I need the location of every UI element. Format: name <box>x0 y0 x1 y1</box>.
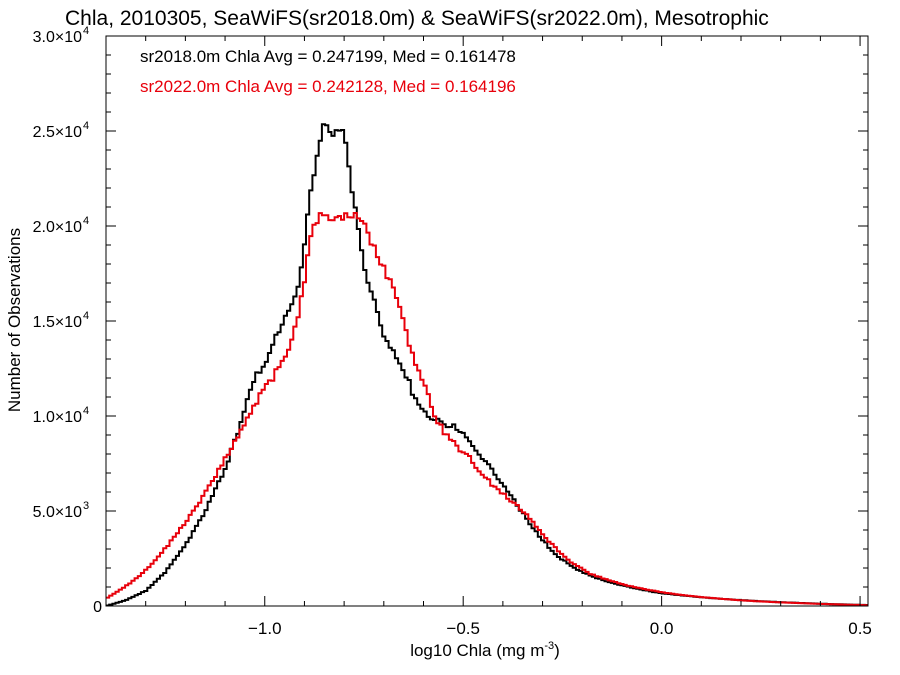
y-tick-label-exponent: 4 <box>83 215 89 227</box>
y-tick-label: 2.0×10 <box>33 219 82 236</box>
y-tick-label-exponent: 4 <box>83 25 89 37</box>
x-tick-label: 0.0 <box>650 619 674 638</box>
x-axis-label: log10 Chla (mg m-3) <box>410 640 560 660</box>
x-axis-label-end: ) <box>554 641 560 660</box>
y-tick-label: 2.5×10 <box>33 124 82 141</box>
y-tick-label-exponent: 4 <box>83 310 89 322</box>
series-layer <box>106 123 868 607</box>
y-axis: 05.0×10 31.0×10 41.5×10 42.0×10 42.5×10 43.0×… <box>33 25 868 616</box>
x-tick-label: −0.5 <box>446 619 480 638</box>
x-axis: −1.0 −0.5 0.0 0.5 <box>145 36 872 638</box>
legend-annotation-sr2018: sr2018.0m Chla Avg = 0.247199, Med = 0.1… <box>140 47 516 66</box>
plot-frame <box>105 35 869 607</box>
series-line-2 <box>106 212 868 607</box>
x-tick-label: −1.0 <box>248 619 282 638</box>
series-line-1 <box>106 123 868 607</box>
y-tick-label-exponent: 4 <box>83 405 89 417</box>
y-tick-label-exponent: 3 <box>83 500 89 512</box>
legend-annotation-sr2022: sr2022.0m Chla Avg = 0.242128, Med = 0.1… <box>140 77 516 96</box>
y-tick-label: 5.0×10 <box>33 504 82 521</box>
y-tick-label: 3.0×10 <box>33 29 82 46</box>
y-tick-label-exponent: 4 <box>83 120 89 132</box>
chart-title: Chla, 2010305, SeaWiFS(sr2018.0m) & SeaW… <box>65 7 769 30</box>
x-tick-label: 0.5 <box>848 619 872 638</box>
x-axis-label-sup: -3 <box>544 640 554 652</box>
y-axis-label: Number of Observations <box>5 228 24 412</box>
y-tick-label: 1.0×10 <box>33 409 82 426</box>
y-tick-label: 1.5×10 <box>33 314 82 331</box>
x-axis-label-main: log10 Chla (mg m <box>410 641 544 660</box>
y-tick-label: 0 <box>93 599 102 616</box>
